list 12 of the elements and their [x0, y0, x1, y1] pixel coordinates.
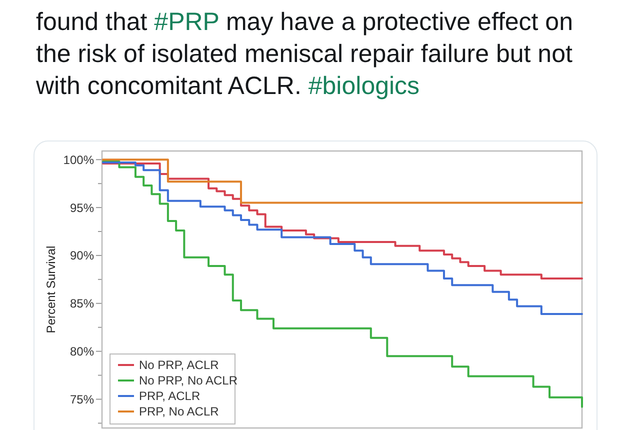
legend-label: PRP, ACLR [139, 389, 200, 404]
chart-title: found that #PRP may have a protective effect on the risk of isolated meniscal repair failure but not with concomitant ACLR. #biologics [36, 8, 573, 100]
y-tick-label: 85% [70, 296, 94, 311]
y-tick-label: 95% [70, 200, 94, 215]
y-tick-label: 90% [70, 248, 94, 263]
y-tick-label: 80% [70, 344, 94, 359]
legend-label: No PRP, No ACLR [139, 374, 238, 388]
legend-label: No PRP, ACLR [139, 358, 220, 372]
legend-label: PRP, No ACLR [139, 404, 220, 419]
y-axis-title: Percent Survival [44, 246, 58, 334]
y-tick-label: 75% [70, 392, 94, 406]
y-tick-label: 100% [63, 152, 94, 167]
